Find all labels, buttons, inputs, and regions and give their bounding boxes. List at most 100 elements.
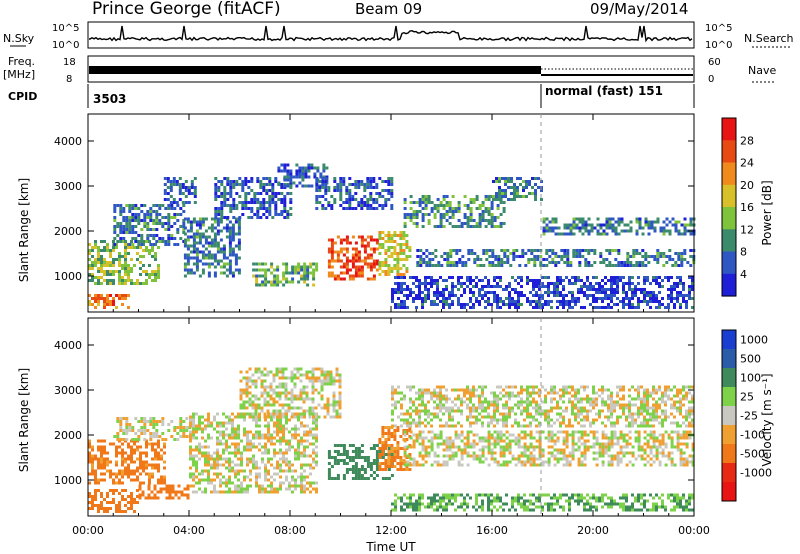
heatmap-cell	[424, 279, 427, 282]
heatmap-cell	[622, 282, 625, 285]
colorbar-tick-label: 4	[740, 268, 747, 281]
heatmap-cell	[142, 466, 145, 470]
heatmap-cell	[283, 210, 287, 213]
heatmap-cell	[297, 451, 300, 455]
heatmap-cell	[508, 445, 512, 449]
heatmap-cell	[273, 466, 276, 470]
heatmap-cell	[418, 285, 421, 288]
heatmap-cell	[207, 436, 210, 440]
heatmap-cell	[315, 195, 319, 198]
heatmap-cell	[366, 207, 370, 210]
heatmap-cell	[258, 448, 261, 452]
heatmap-cell	[652, 294, 655, 297]
heatmap-cell	[296, 370, 300, 374]
heatmap-cell	[415, 279, 418, 282]
colorbar-swatch	[722, 207, 736, 230]
heatmap-cell	[436, 442, 440, 446]
heatmap-cell	[586, 297, 589, 300]
heatmap-cell	[282, 460, 285, 464]
heatmap-cell	[679, 291, 682, 294]
heatmap-cell	[490, 225, 494, 228]
heatmap-cell	[276, 415, 279, 419]
heatmap-cell	[244, 192, 248, 195]
heatmap-cell	[112, 240, 115, 243]
heatmap-cell	[644, 264, 648, 267]
heatmap-cell	[436, 198, 440, 201]
heatmap-cell	[335, 415, 339, 419]
heatmap-cell	[333, 189, 337, 192]
heatmap-cell	[528, 183, 531, 186]
heatmap-cell	[641, 232, 645, 236]
heatmap-cell	[372, 250, 376, 254]
heatmap-cell	[384, 270, 388, 273]
heatmap-cell	[130, 498, 133, 501]
heatmap-cell	[163, 183, 167, 186]
heatmap-cell	[262, 204, 266, 207]
heatmap-cell	[384, 477, 388, 480]
heatmap-cell	[246, 475, 249, 479]
heatmap-cell	[535, 439, 539, 443]
heatmap-cell	[578, 249, 582, 252]
heatmap-cell	[562, 436, 566, 440]
heatmap-cell	[267, 433, 270, 437]
heatmap-cell	[556, 460, 560, 464]
heatmap-cell	[399, 243, 403, 246]
heatmap-cell	[94, 498, 97, 501]
heatmap-cell	[348, 183, 352, 186]
heatmap-cell	[229, 180, 233, 183]
heatmap-cell	[393, 459, 397, 462]
heatmap-cell	[658, 282, 661, 285]
heatmap-cell	[390, 432, 394, 435]
heatmap-cell	[183, 244, 187, 248]
heatmap-cell	[351, 247, 355, 251]
heatmap-cell	[143, 432, 147, 435]
heatmap-cell	[421, 436, 425, 440]
heatmap-cell	[130, 501, 133, 504]
heatmap-cell	[556, 306, 559, 309]
heatmap-cell	[189, 433, 192, 437]
heatmap-cell	[137, 243, 141, 246]
heatmap-cell	[173, 207, 177, 210]
cpid-segment-2: normal (fast) 151	[545, 84, 663, 98]
heatmap-cell	[601, 448, 605, 452]
heatmap-cell	[602, 223, 606, 227]
heatmap-cell	[266, 394, 270, 398]
heatmap-cell	[192, 256, 196, 260]
heatmap-cell	[436, 285, 439, 288]
heatmap-cell	[106, 495, 109, 498]
heatmap-cell	[265, 177, 269, 180]
heatmap-cell	[691, 279, 694, 282]
heatmap-cell	[207, 478, 210, 482]
heatmap-cell	[179, 225, 183, 228]
heatmap-cell	[198, 418, 201, 422]
heatmap-cell	[285, 412, 288, 416]
heatmap-cell	[234, 442, 237, 446]
heatmap-cell	[610, 276, 613, 279]
heatmap-cell	[274, 192, 278, 195]
heatmap-cell	[300, 454, 303, 458]
heatmap-cell	[121, 463, 124, 467]
heatmap-cell	[137, 213, 141, 216]
heatmap-cell	[378, 246, 382, 249]
heatmap-cell	[452, 261, 456, 264]
heatmap-cell	[628, 297, 631, 300]
heatmap-cell	[532, 457, 536, 461]
heatmap-cell	[130, 445, 133, 449]
heatmap-cell	[523, 448, 527, 452]
heatmap-cell	[493, 439, 497, 443]
heatmap-cell	[509, 264, 513, 267]
heatmap-cell	[152, 204, 156, 207]
heatmap-cell	[100, 457, 103, 461]
heatmap-cell	[691, 282, 694, 285]
heatmap-cell	[228, 238, 232, 242]
heatmap-cell	[240, 481, 243, 485]
heatmap-cell	[204, 235, 208, 239]
heatmap-cell	[578, 217, 582, 221]
heatmap-cell	[112, 498, 115, 501]
heatmap-cell	[688, 297, 691, 300]
heatmap-cell	[250, 198, 254, 201]
heatmap-cell	[369, 204, 373, 207]
heatmap-cell	[425, 255, 429, 258]
heatmap-cell	[97, 507, 100, 510]
heatmap-cell	[279, 421, 282, 425]
